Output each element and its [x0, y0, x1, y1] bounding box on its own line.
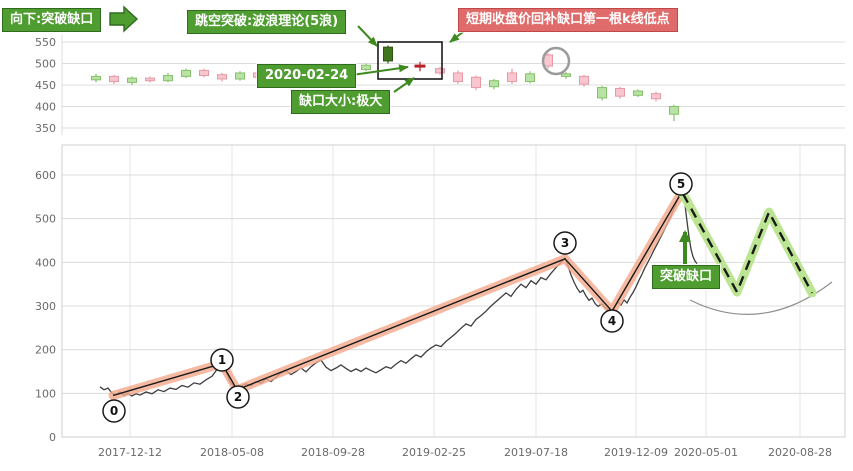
y-tick-label: 500	[35, 213, 56, 226]
y-tick-label: 450	[35, 79, 56, 92]
wave-marker-number: 0	[110, 404, 118, 418]
annotation-text: 2020-02-24	[265, 68, 349, 83]
wave-marker-number: 3	[561, 236, 569, 250]
annotation-text: 短期收盘价回补缺口第一根k线低点	[466, 12, 670, 27]
gray-highlight-circle	[541, 46, 571, 76]
y-tick-label: 550	[35, 36, 56, 49]
wave-marker-circle[interactable]	[600, 309, 624, 333]
wave-marker-number: 1	[218, 353, 226, 367]
wave-marker-circle[interactable]	[226, 385, 250, 409]
annotation-date-2020-02-24[interactable]: 2020-02-24	[257, 64, 357, 88]
y-tick-label: 350	[35, 122, 56, 135]
wave-marker-number: 5	[677, 177, 685, 191]
annotation-text: 向下:突破缺口	[10, 12, 94, 27]
x-tick-label: 2019-07-18	[504, 446, 568, 459]
y-tick-label: 0	[49, 431, 56, 444]
wave-marker-number: 4	[608, 314, 616, 328]
x-tick-label: 2019-02-25	[402, 446, 466, 459]
annotation-text: 缺口大小:极大	[299, 94, 383, 109]
x-tick-label: 2019-12-09	[604, 446, 668, 459]
x-tick-label: 2020-08-28	[768, 446, 832, 459]
annotation-arrow	[393, 77, 415, 93]
annotation-arrow	[357, 25, 378, 47]
elliott-wave-line	[112, 192, 682, 397]
elliott-wave-underlay	[108, 188, 686, 400]
annotation-gap-size-extreme[interactable]: 缺口大小:极大	[291, 90, 391, 114]
annotation-text: 跳空突破:波浪理论(5浪)	[195, 14, 339, 29]
y-tick-label: 100	[35, 387, 56, 400]
y-tick-label: 400	[35, 256, 56, 269]
annotation-down-breakout-gap[interactable]: 向下:突破缺口	[2, 8, 102, 32]
price-line	[99, 174, 698, 397]
wave-marker-circle[interactable]	[102, 399, 126, 423]
y-tick-label: 300	[35, 300, 56, 313]
annotation-arrow	[351, 64, 409, 76]
x-tick-label: 2018-05-08	[200, 446, 264, 459]
y-tick-label: 400	[35, 101, 56, 114]
annotation-text: 突破缺口	[660, 269, 713, 284]
wave-marker-circle[interactable]	[553, 231, 577, 255]
x-tick-label: 2017-12-12	[98, 446, 162, 459]
annotation-breakout-gap[interactable]: 突破缺口	[652, 265, 721, 289]
wave-marker-number: 2	[234, 390, 242, 404]
y-tick-label: 500	[35, 58, 56, 71]
wave-marker-circle[interactable]	[210, 348, 234, 372]
y-tick-label: 600	[35, 169, 56, 182]
wave-marker-circle[interactable]	[669, 172, 693, 196]
annotation-short-term-close-gap-fill[interactable]: 短期收盘价回补缺口第一根k线低点	[458, 8, 678, 32]
projection-dashed-line	[681, 193, 814, 295]
annotation-gap-breakout-wave-theory[interactable]: 跳空突破:波浪理论(5浪)	[187, 10, 347, 34]
x-tick-label: 2020-05-01	[674, 446, 738, 459]
right-arrow-icon	[109, 5, 139, 33]
x-tick-label: 2018-09-28	[301, 446, 365, 459]
y-tick-label: 200	[35, 344, 56, 357]
